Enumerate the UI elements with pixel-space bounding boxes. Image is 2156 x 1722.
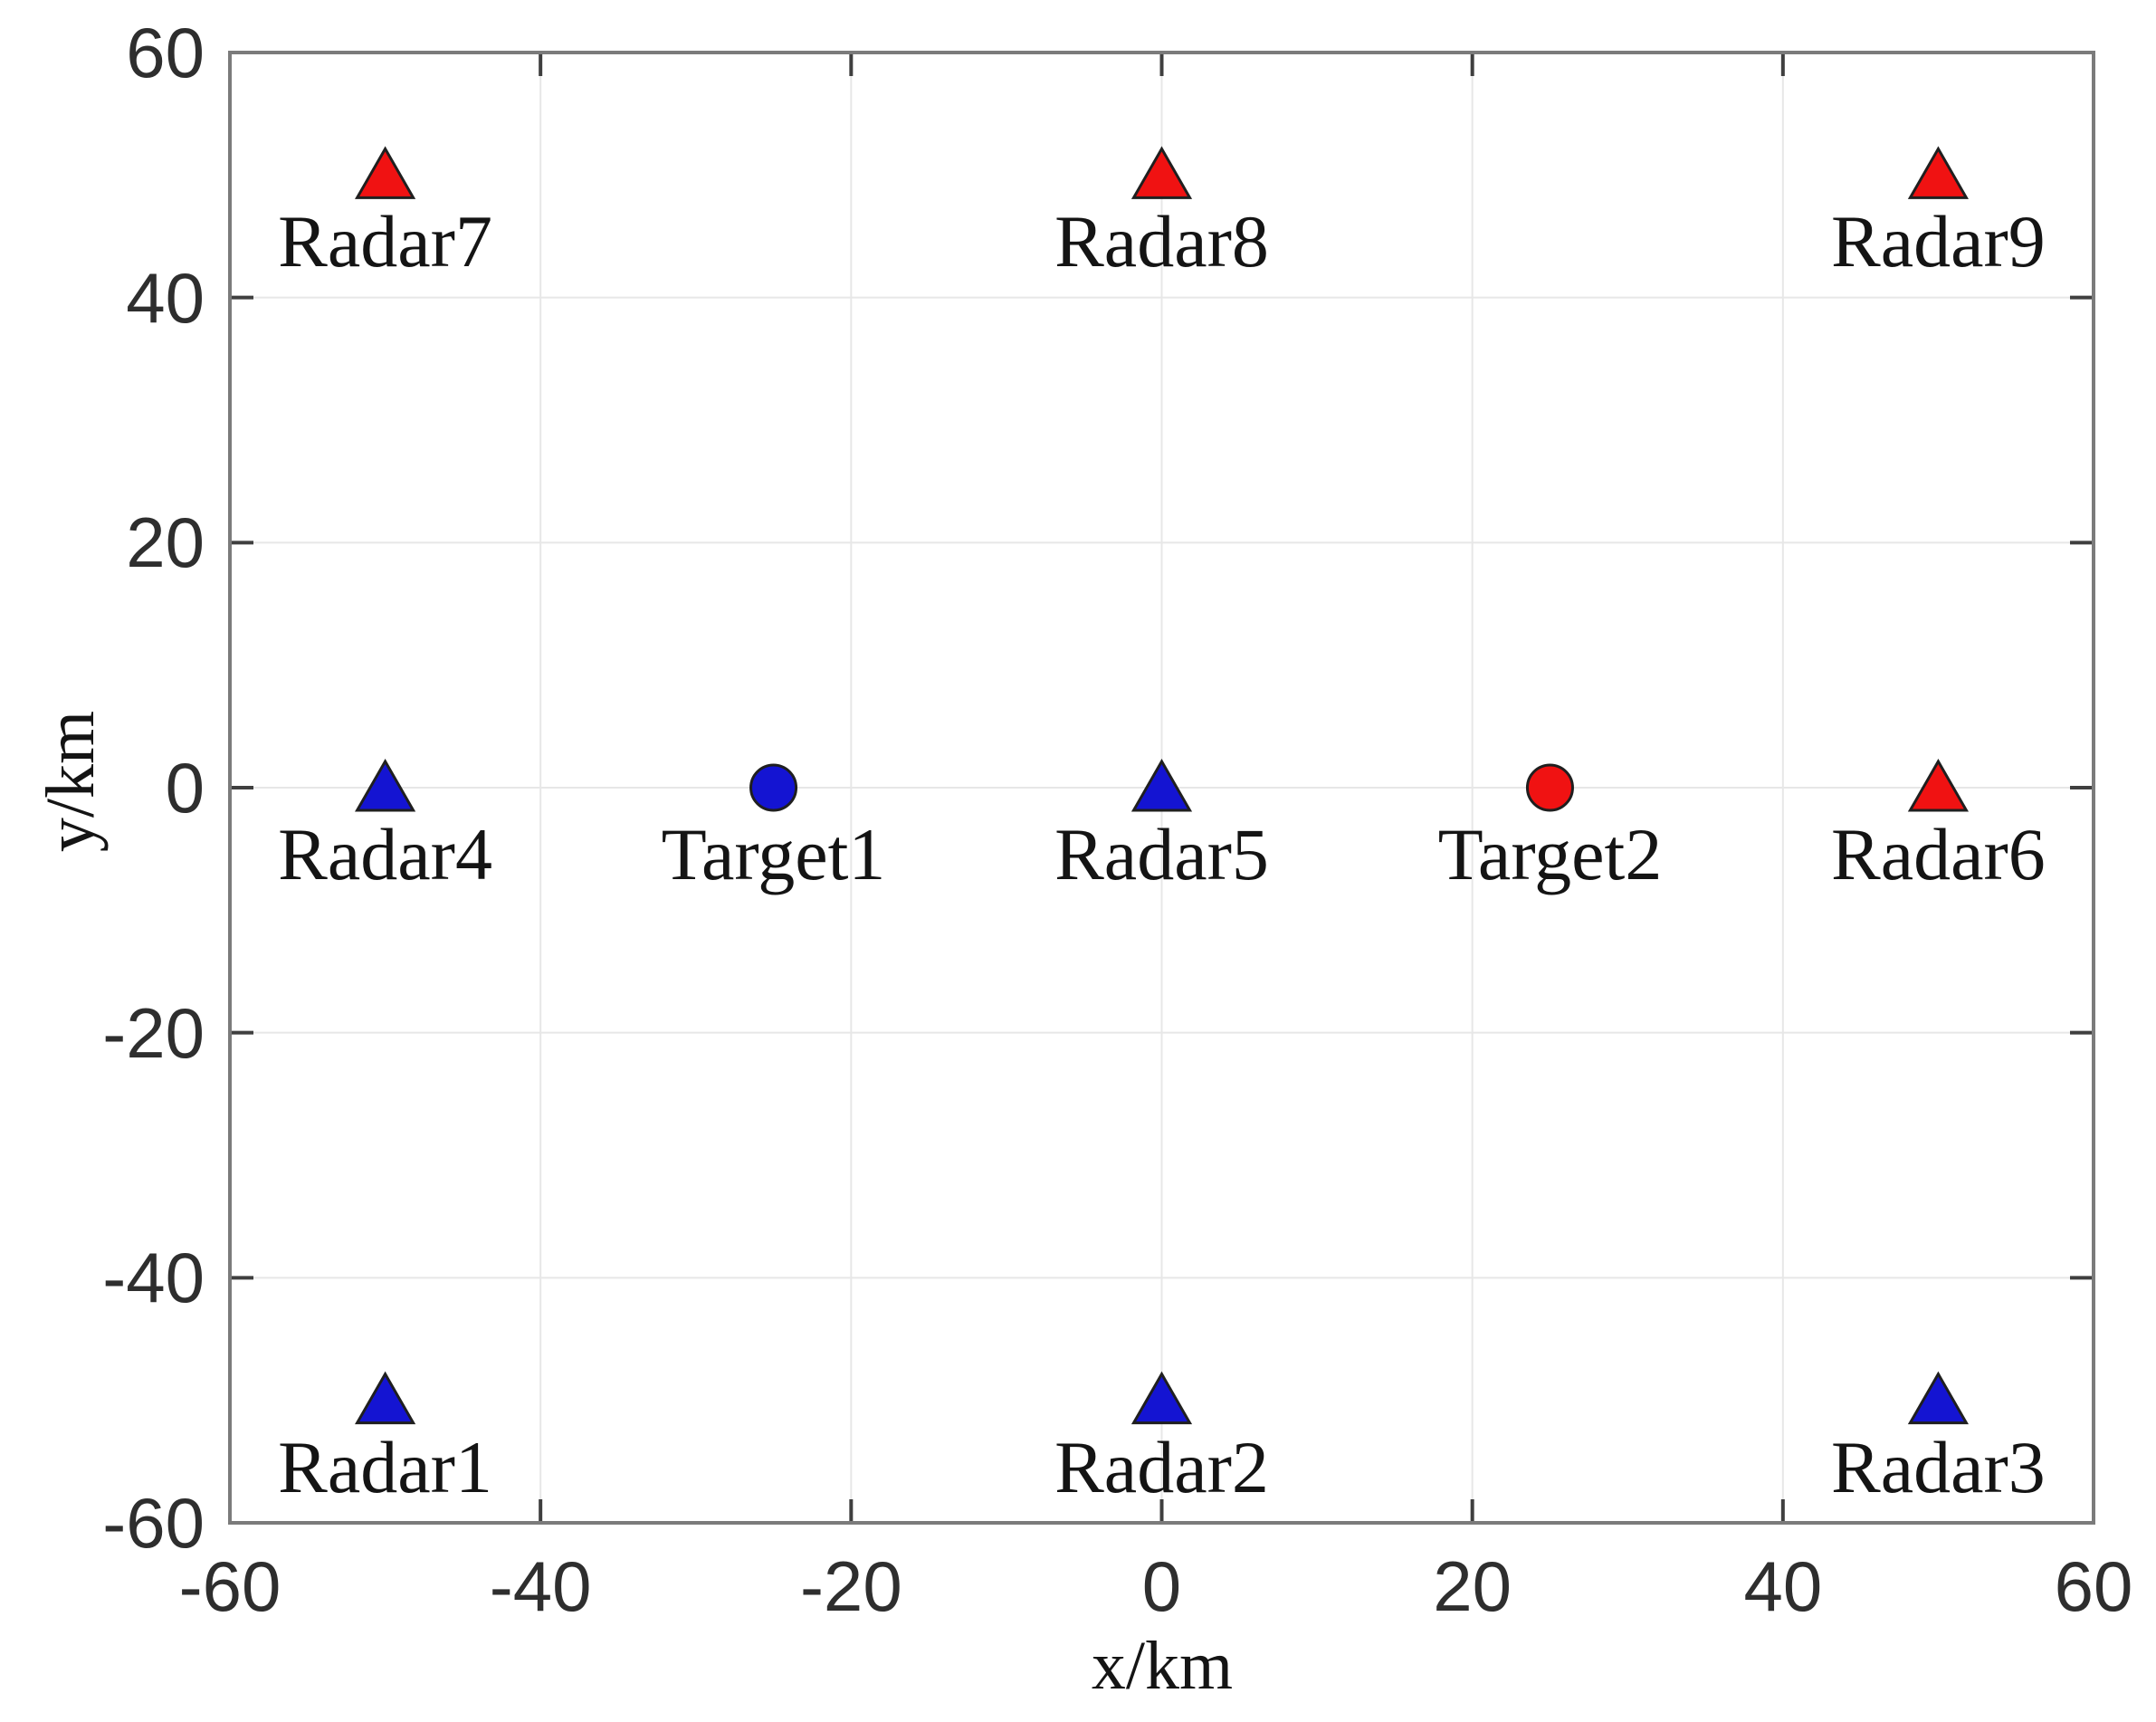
- marker-radar3: [1907, 1371, 1970, 1425]
- y-tick-label: 20: [126, 502, 205, 583]
- marker-radar9: [1907, 146, 1970, 199]
- data-point-label-radar8: Radar8: [1054, 200, 1269, 283]
- data-point-label-radar4: Radar4: [278, 813, 492, 895]
- x-tick-label: 0: [1141, 1546, 1182, 1626]
- marker-radar4: [354, 758, 416, 812]
- x-tick-label: 60: [2054, 1546, 2133, 1626]
- x-axis-label: x/km: [1091, 1628, 1234, 1704]
- marker-radar7: [354, 146, 416, 199]
- marker-target2: [1525, 763, 1574, 812]
- data-point-label-radar5: Radar5: [1054, 813, 1269, 895]
- y-tick-label: 40: [126, 257, 205, 338]
- data-point-label-target1: Target1: [661, 813, 886, 895]
- y-tick-label: -60: [102, 1483, 205, 1563]
- marker-radar8: [1130, 146, 1193, 199]
- x-tick-label: 20: [1433, 1546, 1512, 1626]
- data-point-label-radar1: Radar1: [278, 1425, 492, 1508]
- data-point-label-radar7: Radar7: [278, 200, 492, 283]
- y-tick-label: -40: [102, 1238, 205, 1318]
- y-tick-label: -20: [102, 992, 205, 1073]
- marker-radar5: [1130, 758, 1193, 812]
- y-tick-label: 60: [126, 13, 205, 92]
- data-point-label-radar2: Radar2: [1054, 1425, 1269, 1508]
- data-point-label-radar3: Radar3: [1831, 1425, 2046, 1508]
- y-tick-label: 0: [165, 748, 205, 828]
- marker-radar1: [354, 1371, 416, 1425]
- data-point-label-target2: Target2: [1437, 813, 1663, 895]
- x-tick-label: 40: [1743, 1546, 1823, 1626]
- marker-target1: [749, 763, 798, 812]
- x-tick-label: -40: [489, 1546, 592, 1626]
- marker-radar2: [1130, 1371, 1193, 1425]
- plot-border: [228, 51, 2095, 1525]
- x-tick-label: -20: [799, 1546, 902, 1626]
- y-axis-label: y/km: [33, 710, 109, 853]
- marker-radar6: [1907, 758, 1970, 812]
- x-tick-label: -60: [178, 1546, 281, 1626]
- data-point-label-radar6: Radar6: [1831, 813, 2046, 895]
- data-point-label-radar9: Radar9: [1831, 200, 2046, 283]
